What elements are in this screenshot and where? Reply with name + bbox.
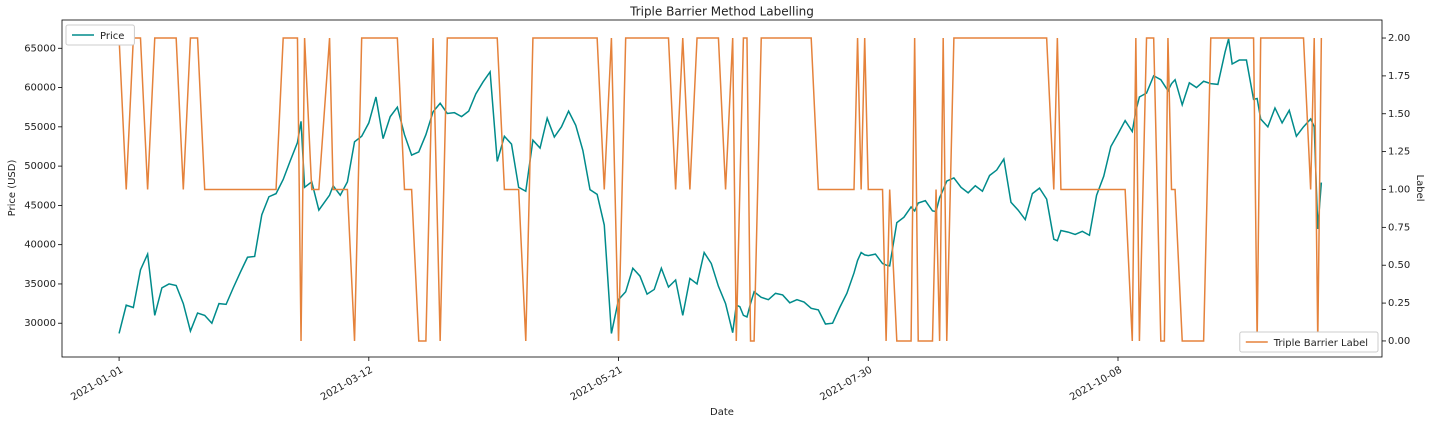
x-tick-label: 2021-01-01	[69, 365, 125, 404]
y-tick-label: 55000	[24, 122, 56, 133]
y2-tick-label: 0.25	[1388, 298, 1410, 309]
legend-box	[65, 24, 135, 46]
chart-title: Triple Barrier Method Labelling	[629, 5, 814, 19]
x-tick-label: 2021-07-30	[818, 365, 874, 404]
y-tick-label: 40000	[24, 240, 56, 251]
legend-label: Triple Barrier Label	[1273, 338, 1368, 349]
series-line	[118, 37, 1323, 342]
y2-axis-label: Label	[1414, 175, 1425, 202]
y2-tick-label: 1.00	[1388, 184, 1410, 195]
y-tick-label: 45000	[24, 200, 56, 211]
y2-tick-label: 0.00	[1388, 336, 1410, 347]
legend: Triple Barrier Label	[1239, 331, 1379, 353]
x-axis-label: Date	[710, 407, 734, 418]
y-tick-label: 65000	[24, 43, 56, 54]
y2-tick-label: 2.00	[1388, 33, 1410, 44]
legend: Price	[65, 24, 135, 46]
y-axis-label: Price (USD)	[7, 160, 18, 217]
y-tick-label: 35000	[24, 279, 56, 290]
y2-tick-label: 1.25	[1388, 147, 1410, 158]
legend-label: Price	[100, 31, 124, 42]
y-tick-label: 60000	[24, 83, 56, 94]
y-tick-label: 30000	[24, 318, 56, 329]
x-tick-label: 2021-05-21	[569, 365, 625, 404]
y-tick-label: 50000	[24, 161, 56, 172]
y2-tick-label: 1.50	[1388, 109, 1410, 120]
x-tick-label: 2021-10-08	[1068, 365, 1124, 404]
y2-tick-label: 0.75	[1388, 222, 1410, 233]
plot-frame	[61, 19, 1383, 358]
legend-box	[1239, 331, 1379, 353]
y2-tick-label: 1.75	[1388, 71, 1410, 82]
x-tick-label: 2021-03-12	[319, 365, 375, 404]
y2-tick-label: 0.50	[1388, 260, 1410, 271]
